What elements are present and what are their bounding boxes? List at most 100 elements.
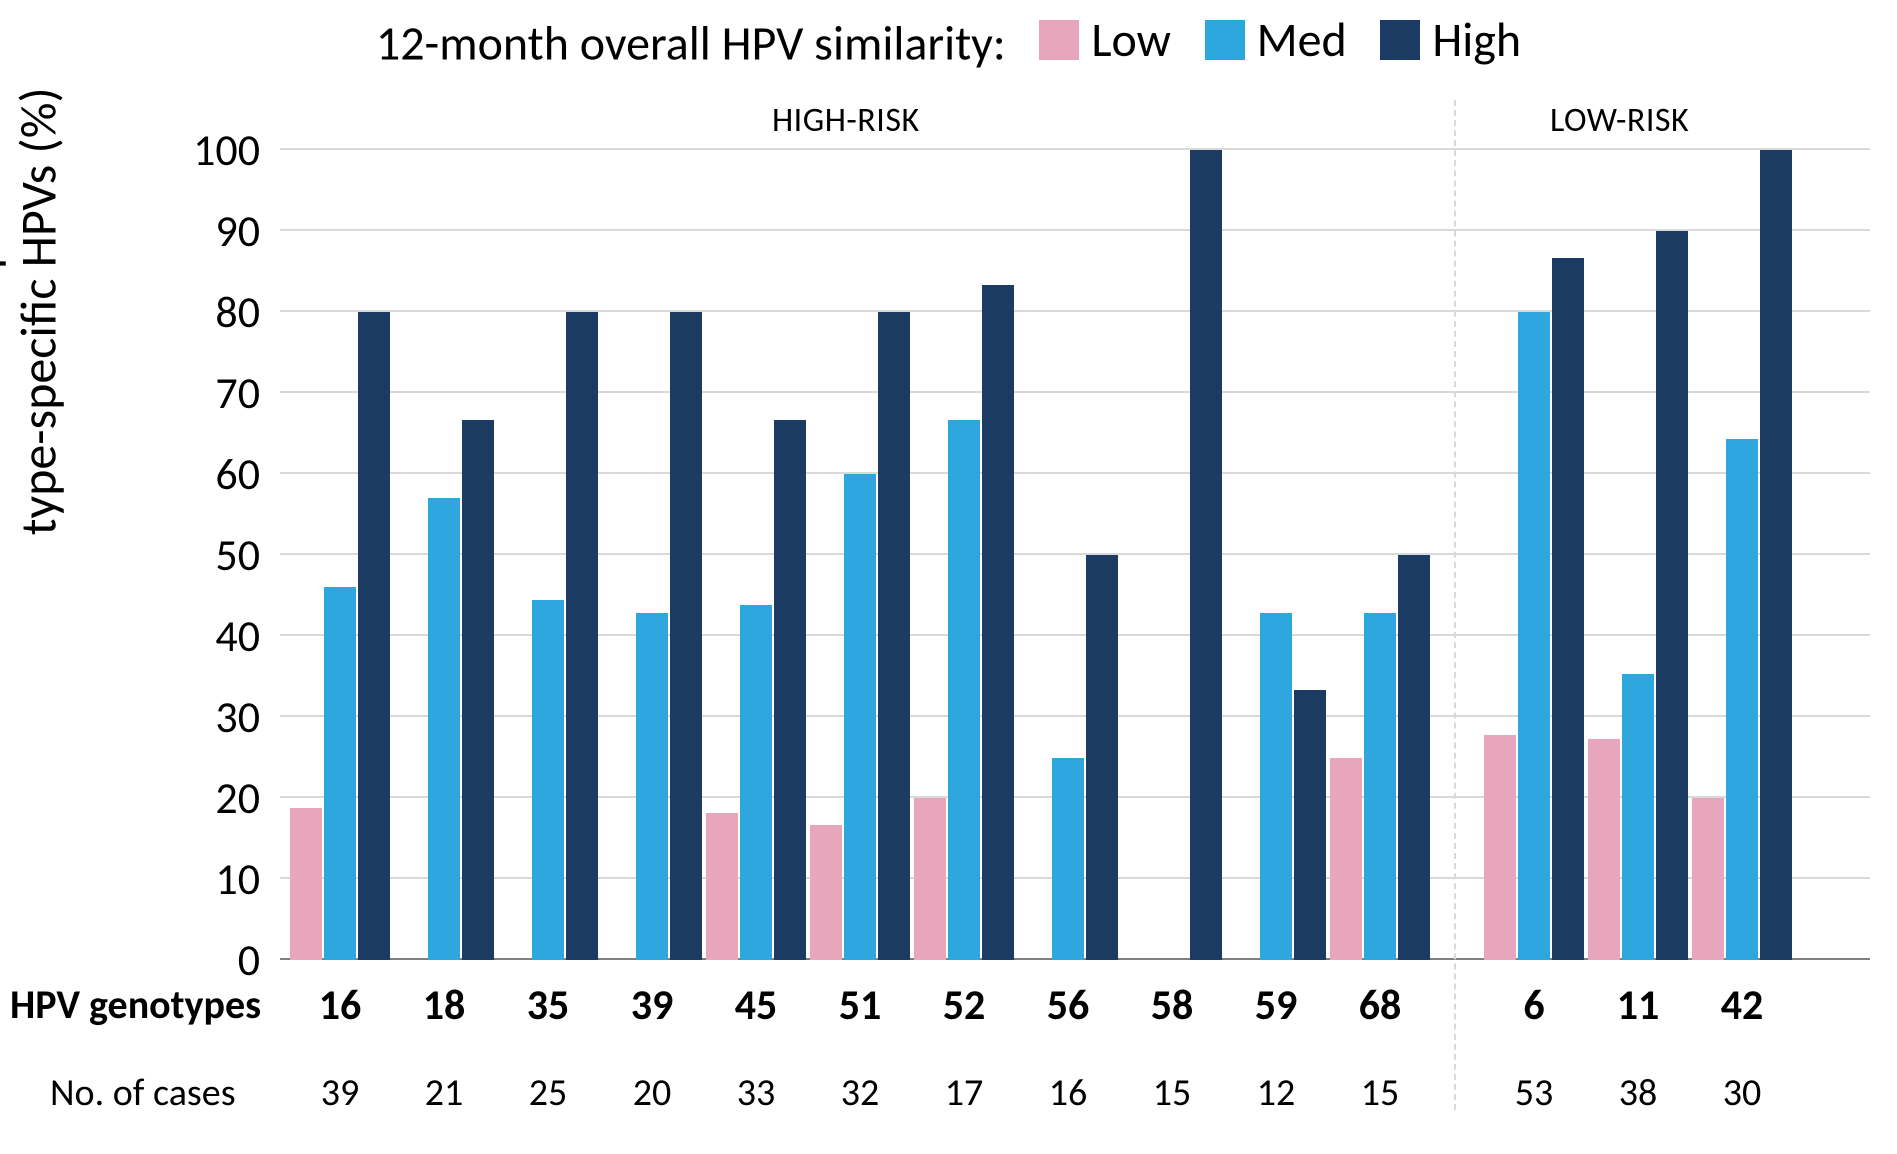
bar-high: [982, 285, 1014, 960]
x-tick-genotype: 59: [1226, 980, 1326, 1031]
x-tick-genotype: 39: [602, 980, 702, 1031]
bar-high: [566, 312, 598, 960]
legend-swatch-med: [1205, 20, 1245, 60]
bar-group: [1588, 150, 1692, 960]
x-tick-cases: 16: [1018, 1070, 1118, 1116]
bar-high: [1294, 690, 1326, 960]
x-tick-cases: 53: [1484, 1070, 1584, 1116]
plot-area: 0102030405060708090100: [280, 150, 1870, 960]
bar-group: [1330, 150, 1434, 960]
legend-title: 12-month overall HPV similarity:: [376, 14, 1006, 73]
bar-med: [1052, 758, 1084, 961]
bar-med: [1260, 613, 1292, 960]
bar-med: [324, 587, 356, 960]
y-tick-label: 70: [215, 371, 280, 415]
x-tick-cases: 15: [1330, 1070, 1430, 1116]
x-tick-genotype: 68: [1330, 980, 1430, 1031]
bar-med: [740, 605, 772, 960]
y-tick-label: 50: [215, 533, 280, 577]
hpv-prevalence-chart: 12-month overall HPV similarity: Low Med…: [0, 0, 1897, 1154]
bar-high: [358, 312, 390, 960]
x-tick-cases: 38: [1588, 1070, 1688, 1116]
bar-med: [1726, 439, 1758, 960]
y-tick-label: 20: [215, 776, 280, 820]
bar-group: [394, 150, 498, 960]
bar-group: [810, 150, 914, 960]
bar-low: [1330, 758, 1362, 961]
legend-item-med: Med: [1205, 10, 1347, 69]
x-tick-genotype: 35: [498, 980, 598, 1031]
bar-high: [878, 312, 910, 960]
legend-swatch-high: [1380, 20, 1420, 60]
x-tick-genotype: 18: [394, 980, 494, 1031]
bar-med: [1364, 613, 1396, 960]
y-tick-label: 80: [215, 290, 280, 334]
legend-label-low: Low: [1091, 10, 1171, 69]
bar-high: [670, 312, 702, 960]
legend: 12-month overall HPV similarity: Low Med…: [0, 10, 1897, 73]
bar-med: [948, 420, 980, 960]
bar-low: [290, 808, 322, 960]
x-tick-genotype: 52: [914, 980, 1014, 1031]
x-tick-genotype: 16: [290, 980, 390, 1031]
x-tick-genotype: 42: [1692, 980, 1792, 1031]
bar-high: [1760, 150, 1792, 960]
bar-low: [914, 798, 946, 960]
section-label-high-risk: HIGH-RISK: [772, 100, 920, 141]
bar-high: [1398, 555, 1430, 960]
bar-group: [1122, 150, 1226, 960]
x-tick-genotype: 58: [1122, 980, 1222, 1031]
y-tick-label: 90: [215, 209, 280, 253]
bar-med: [636, 613, 668, 960]
bar-low: [810, 825, 842, 960]
bar-group: [914, 150, 1018, 960]
y-tick-label: 0: [238, 938, 280, 982]
y-axis-label-line-2: type-specific HPVs (%): [10, 68, 68, 555]
x-tick-genotype: 11: [1588, 980, 1688, 1031]
legend-label-med: Med: [1257, 10, 1347, 69]
bar-group: [1484, 150, 1588, 960]
x-tick-cases: 12: [1226, 1070, 1326, 1116]
bar-med: [532, 600, 564, 960]
bar-med: [1622, 674, 1654, 960]
bar-low: [1692, 798, 1724, 960]
y-tick-label: 100: [193, 128, 280, 172]
bar-group: [602, 150, 706, 960]
bar-group: [290, 150, 394, 960]
section-label-low-risk: LOW-RISK: [1550, 100, 1689, 141]
bar-med: [1518, 312, 1550, 960]
bar-group: [1018, 150, 1122, 960]
y-axis-label: Prevalence of persistent type-specific H…: [0, 68, 68, 555]
legend-item-high: High: [1380, 10, 1521, 69]
bar-high: [1552, 258, 1584, 960]
legend-label-high: High: [1432, 10, 1521, 69]
y-tick-label: 60: [215, 452, 280, 496]
x-tick-cases: 30: [1692, 1070, 1792, 1116]
y-tick-label: 40: [215, 614, 280, 658]
bar-high: [1656, 231, 1688, 960]
x-axis-row1-label: HPV genotypes: [10, 980, 261, 1029]
x-tick-cases: 39: [290, 1070, 390, 1116]
y-tick-label: 30: [215, 695, 280, 739]
x-tick-cases: 15: [1122, 1070, 1222, 1116]
x-axis-row2-label: No. of cases: [50, 1070, 236, 1116]
bar-med: [428, 498, 460, 961]
bar-low: [1588, 739, 1620, 960]
bar-high: [1190, 150, 1222, 960]
bar-high: [1086, 555, 1118, 960]
bar-high: [774, 420, 806, 960]
x-tick-genotype: 6: [1484, 980, 1584, 1031]
risk-divider: [1454, 100, 1456, 1110]
bar-med: [844, 474, 876, 960]
x-tick-cases: 33: [706, 1070, 806, 1116]
bar-low: [706, 813, 738, 960]
y-tick-label: 10: [215, 857, 280, 901]
bar-group: [498, 150, 602, 960]
x-tick-genotype: 51: [810, 980, 910, 1031]
bar-low: [1484, 735, 1516, 960]
x-tick-cases: 20: [602, 1070, 702, 1116]
bar-high: [462, 420, 494, 960]
legend-item-low: Low: [1039, 10, 1171, 69]
x-tick-cases: 21: [394, 1070, 494, 1116]
bar-group: [1692, 150, 1796, 960]
